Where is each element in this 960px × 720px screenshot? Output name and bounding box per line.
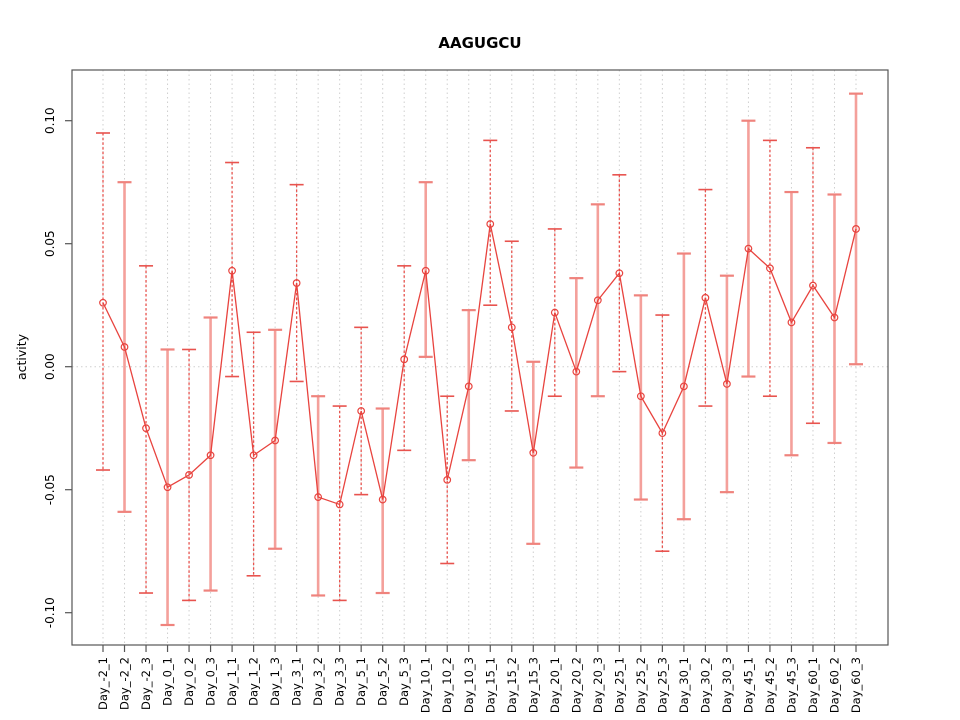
x-tick-label: Day_45_3 <box>784 657 798 713</box>
x-tick-label: Day_10_2 <box>440 657 454 713</box>
x-tick-label: Day_25_2 <box>634 657 648 713</box>
data-point <box>120 343 129 351</box>
data-point <box>830 313 839 322</box>
x-tick-label: Day_20_3 <box>591 657 605 713</box>
data-point <box>766 264 774 273</box>
data-point <box>572 367 581 376</box>
x-tick-label: Day_5_1 <box>354 657 368 706</box>
x-tick-label: Day_60_1 <box>806 657 820 713</box>
x-tick-label: Day_15_1 <box>483 657 497 713</box>
data-point <box>421 266 430 275</box>
x-tick-label: Day_20_1 <box>548 657 562 713</box>
x-tick-label: Day_1_3 <box>268 657 282 706</box>
plot-frame <box>71 69 889 646</box>
data-point <box>357 407 366 415</box>
x-tick-label: Day_25_3 <box>655 657 669 713</box>
series-line <box>102 223 857 506</box>
x-tick-label: Day_5_2 <box>376 657 390 706</box>
data-point <box>507 323 516 332</box>
x-tick-label: Day_25_1 <box>612 657 626 713</box>
data-point <box>292 279 301 287</box>
x-tick-label: Day_3_2 <box>311 657 325 706</box>
data-point <box>615 269 624 278</box>
x-tick-label: Day_45_1 <box>741 657 755 713</box>
series-polyline <box>102 223 857 506</box>
data-point <box>723 380 731 388</box>
data-point <box>206 451 215 460</box>
data-point <box>228 266 236 275</box>
data-point <box>658 429 667 438</box>
data-point <box>464 382 473 391</box>
y-tick-label: 0.10 <box>43 107 57 134</box>
x-tick-label: Day_0_1 <box>161 657 175 706</box>
x-tick-label: Day_10_1 <box>419 657 433 713</box>
data-point <box>809 281 817 290</box>
chart-title: AAGUGCU <box>438 34 521 52</box>
x-tick-label: Day_0_3 <box>204 657 218 706</box>
y-tick-label: -0.05 <box>43 474 57 505</box>
data-point <box>142 424 150 433</box>
data-point <box>550 308 559 317</box>
x-tick-label: Day_45_2 <box>763 657 777 713</box>
x-tick-label: Day_-2_1 <box>96 657 110 710</box>
data-point <box>636 392 645 401</box>
data-point <box>787 318 796 327</box>
x-tick-label: Day_60_2 <box>828 657 842 713</box>
data-point <box>852 225 860 233</box>
y-axis: 0.10 0.05 0.00 -0.05 -0.10 <box>43 107 72 628</box>
x-tick-label: Day_5_3 <box>397 657 411 706</box>
data-point <box>163 483 172 492</box>
data-point <box>185 471 193 479</box>
x-tick-label: Day_-2_2 <box>118 657 132 710</box>
x-tick-label: Day_3_1 <box>290 657 304 706</box>
data-point <box>314 493 323 501</box>
x-axis: Day_-2_1 Day_-2_2 Day_-2_3 Day_0_1 Day_0_2 Da… <box>96 645 863 713</box>
data-point <box>744 244 753 253</box>
y-axis-label: activity <box>14 333 29 380</box>
x-tick-label: Day_1_1 <box>225 657 239 706</box>
data-points <box>99 220 860 509</box>
x-tick-label: Day_15_2 <box>505 657 519 713</box>
data-point <box>529 448 538 457</box>
x-tick-label: Day_10_3 <box>462 657 476 713</box>
data-point <box>443 475 452 484</box>
x-tick-label: Day_30_3 <box>720 657 734 713</box>
error-bars <box>96 92 863 627</box>
data-point <box>378 495 387 504</box>
x-tick-label: Day_30_1 <box>677 657 691 713</box>
x-tick-label: Day_0_2 <box>182 657 196 706</box>
y-tick-label: -0.10 <box>43 597 57 628</box>
x-tick-label: Day_20_2 <box>569 657 583 713</box>
x-tick-label: Day_-2_3 <box>139 657 153 710</box>
gridlines <box>72 70 888 645</box>
x-tick-label: Day_3_3 <box>333 657 347 706</box>
data-point <box>99 298 107 307</box>
x-tick-label: Day_30_2 <box>698 657 712 713</box>
data-point <box>400 355 409 364</box>
data-point <box>679 382 688 391</box>
data-point <box>271 436 280 445</box>
data-point <box>249 451 258 460</box>
x-tick-label: Day_1_2 <box>247 657 261 706</box>
data-point <box>335 500 344 509</box>
data-point <box>701 293 710 302</box>
y-tick-label: 0.05 <box>43 230 57 257</box>
x-tick-label: Day_60_3 <box>849 657 863 713</box>
y-tick-label: 0.00 <box>43 353 57 380</box>
x-tick-label: Day_15_3 <box>526 657 540 713</box>
data-point <box>593 296 602 305</box>
data-point <box>486 220 495 228</box>
